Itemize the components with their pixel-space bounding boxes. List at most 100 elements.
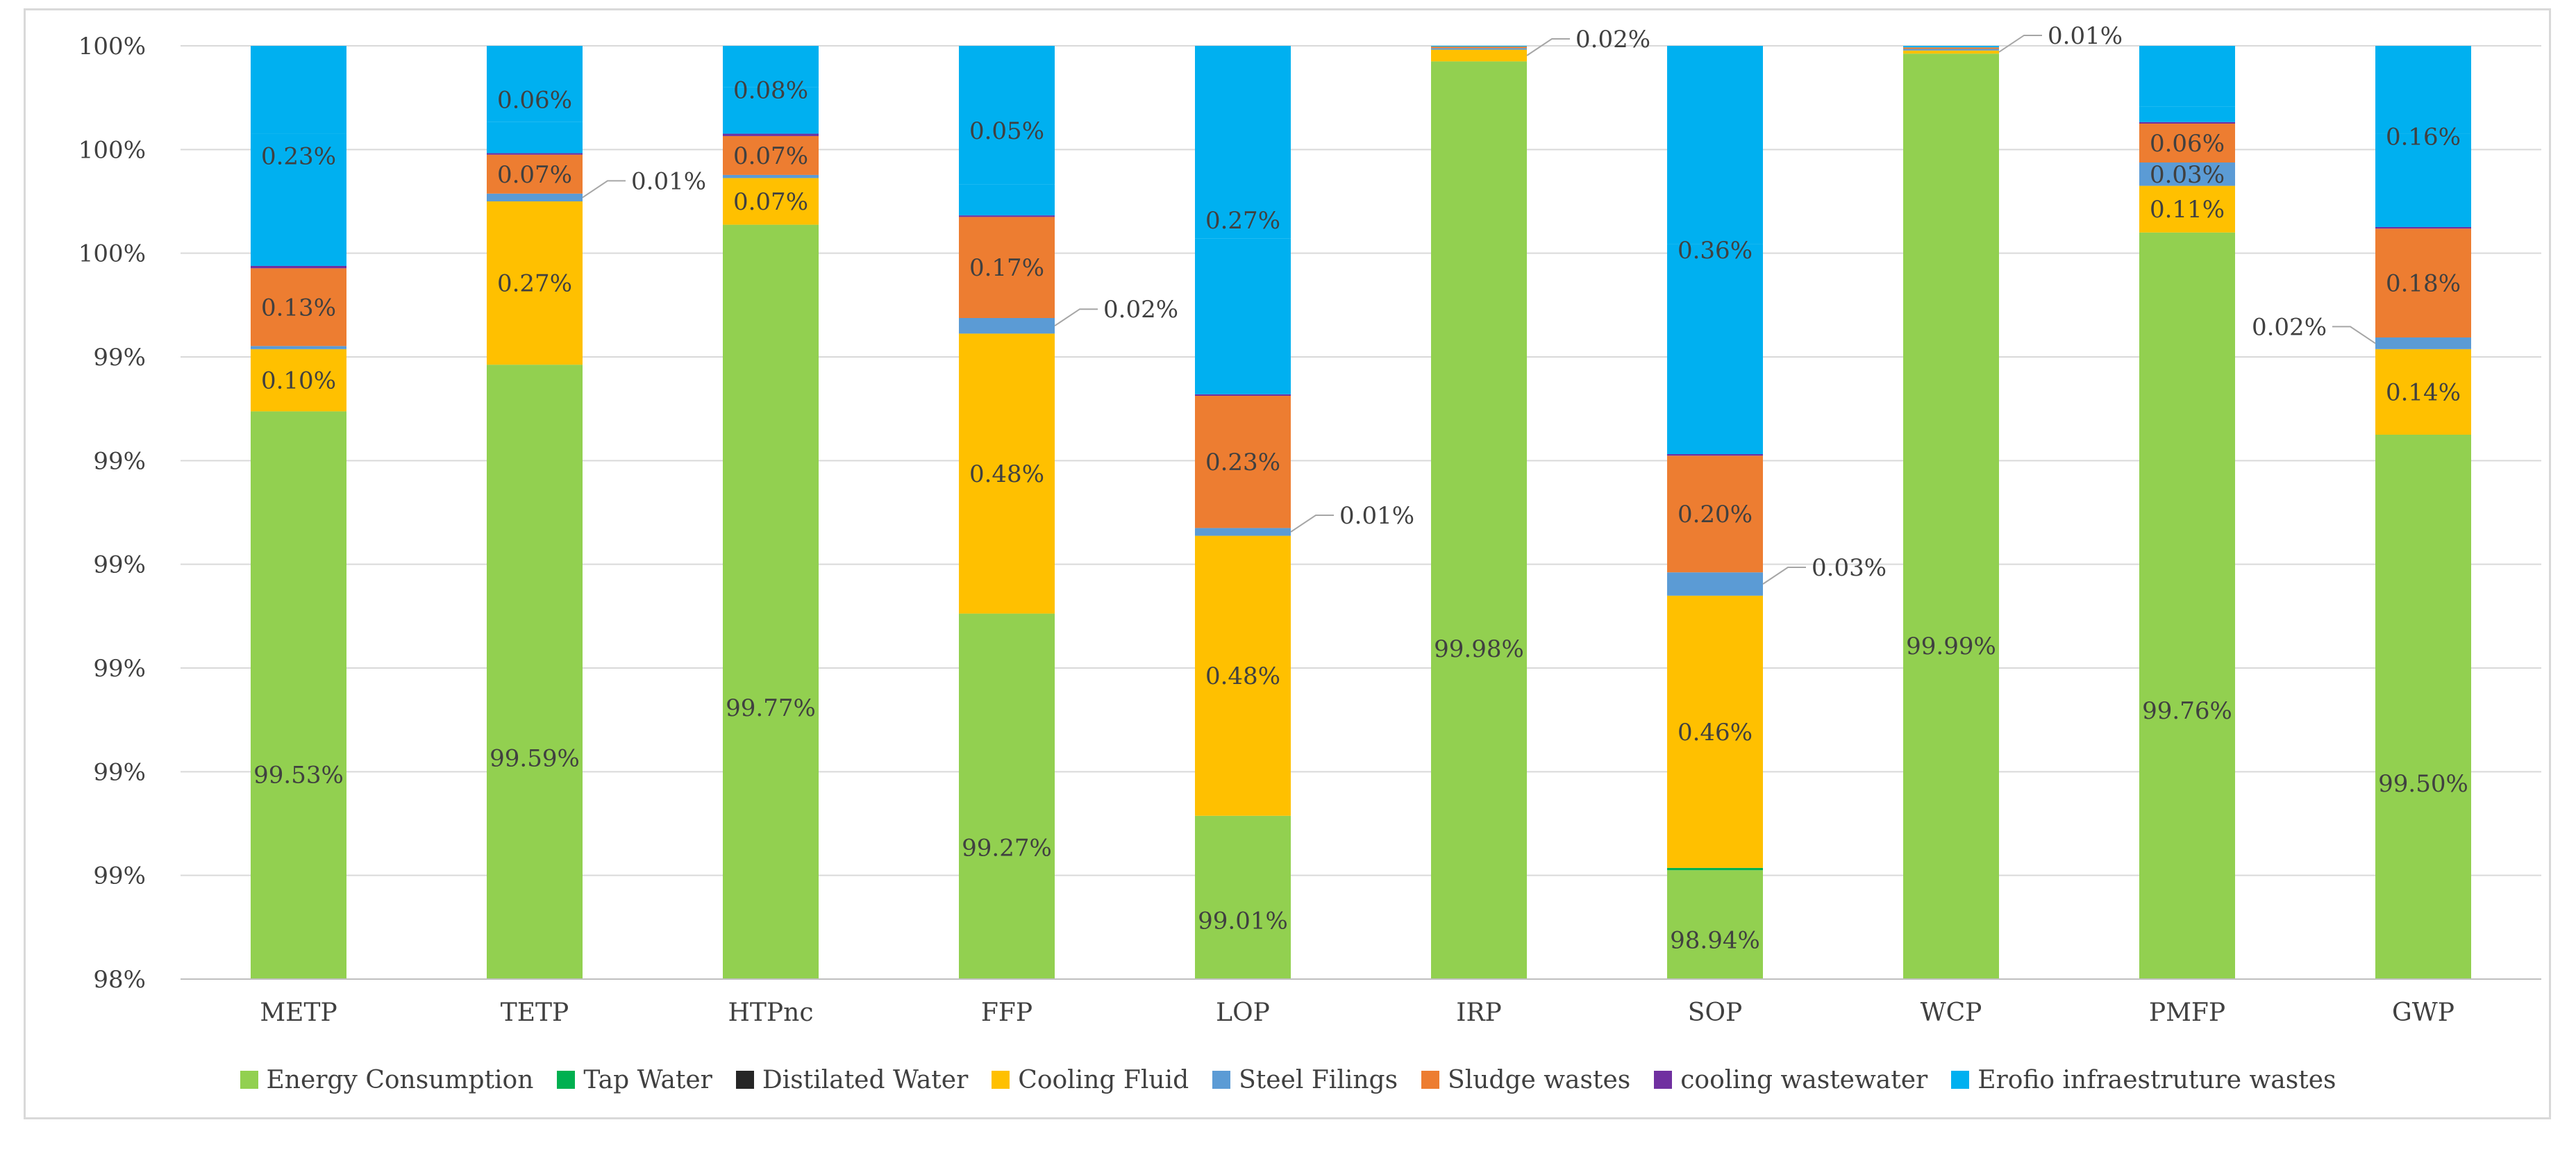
data-label: 0.16% [2386,123,2461,151]
legend-label: Erofio infraestruture wastes [1977,1065,2336,1094]
legend-label: Sludge wastes [1448,1065,1631,1094]
callout-leader-line [1054,308,1098,327]
y-tick-label: 99% [93,758,146,786]
legend-item: Energy Consumption [240,1065,534,1094]
bar-segment [2375,228,2471,337]
bar-segment [251,349,346,412]
data-label: 99.59% [490,744,580,772]
legend-label: Steel Filings [1239,1065,1398,1094]
bar-segment [959,333,1055,614]
bar-segment [1903,50,1999,54]
bar-segment [2375,337,2471,349]
data-label: 99.76% [2142,697,2232,725]
bar-segment [1431,47,1527,49]
y-tick-label: 99% [93,862,146,890]
bar-segment [1903,46,1999,48]
data-label: 0.48% [969,460,1044,488]
callout-leader-line [1998,34,2042,53]
y-tick-label: 100% [78,136,146,164]
callout-label: 0.01% [2048,22,2123,50]
data-label: 0.06% [497,86,572,114]
data-label: 99.50% [2378,770,2468,798]
callout-label: 0.02% [1103,296,1178,324]
bar-segment [2139,122,2235,124]
bar-segment [2139,106,2235,122]
callout-leader-line [1762,567,1806,585]
x-tick-label: WCP [1921,999,1982,1027]
bar-segment [723,224,819,980]
bar-segment [959,318,1055,334]
bar-segment [723,174,819,178]
data-label: 0.18% [2386,270,2461,298]
data-label: 0.46% [1678,719,1753,746]
data-label: 99.98% [1434,635,1524,663]
x-tick-label: HTPnc [728,999,814,1027]
legend-label: Cooling Fluid [1018,1065,1189,1094]
legend-item: Steel Filings [1212,1066,1398,1094]
bar-segment [1667,454,1763,456]
bar-segment [723,135,819,175]
bar-segment [1195,528,1291,536]
bar-segment [1667,572,1763,596]
callout: 0.02% [2252,313,2376,344]
legend-label: Energy Consumption [266,1065,534,1094]
bar-segment [251,265,346,269]
data-label: 0.36% [1678,237,1753,265]
bar-segment [2375,46,2471,134]
bar-segment [2375,133,2471,227]
legend: Energy Consumption Tap Water Distilated Wa… [0,1062,2576,1097]
bar-segment [959,215,1055,217]
y-tick-label: 100% [78,240,146,268]
bar-segment [1195,535,1291,816]
bar-segment [1195,394,1291,396]
callout-leader-line [2332,326,2376,344]
legend-label: Tap Water [583,1065,712,1094]
legend-item: Tap Water [557,1066,712,1094]
legend-item: Distilated Water [735,1066,968,1094]
data-label: 0.06% [2150,130,2225,158]
data-label: 0.08% [733,76,808,104]
bar-segment [1667,867,1763,871]
legend-swatch [735,1071,754,1089]
bar-segment [1431,49,1527,62]
callout-label: 0.02% [2252,313,2327,341]
callout: 0.03% [1762,554,1887,585]
data-label: 0.27% [497,270,572,298]
bar-segment [1431,48,1527,50]
legend-swatch [1951,1071,1970,1089]
bar-segment [1667,456,1763,573]
bar-segment [487,153,583,155]
bar-segment [2139,124,2235,162]
bar-segment [1431,46,1527,47]
bar-segment [487,154,583,194]
legend-item: Erofio infraestruture wastes [1951,1066,2336,1094]
bar-segment [251,411,346,979]
data-label: 0.13% [261,294,336,322]
bar-segment [1195,238,1291,394]
bar-segment [487,201,583,365]
callout-label: 0.01% [631,167,706,195]
data-label: 0.48% [1205,662,1280,690]
y-tick-label: 99% [93,447,146,475]
y-tick-label: 99% [93,344,146,372]
bar-segment [723,87,819,134]
data-label: 0.05% [969,117,1044,145]
data-label: 99.53% [253,762,344,790]
legend-swatch [240,1071,258,1089]
bar-segment [1195,396,1291,528]
x-tick-label: METP [260,999,337,1027]
bar-segment [1903,49,1999,51]
legend-item: Sludge wastes [1421,1066,1630,1094]
legend-swatch [992,1071,1010,1089]
data-label: 0.07% [733,142,808,170]
legend-swatch [1654,1071,1673,1089]
data-label: 99.77% [726,694,816,722]
bar-segment [251,268,346,347]
data-label: 0.17% [969,254,1044,282]
bar-segment [959,46,1055,185]
data-label: 0.03% [2150,161,2225,189]
bar-segment [487,46,583,122]
bar-segment [251,133,346,266]
bar-segment [1195,815,1291,979]
bar-segment [1903,47,1999,49]
